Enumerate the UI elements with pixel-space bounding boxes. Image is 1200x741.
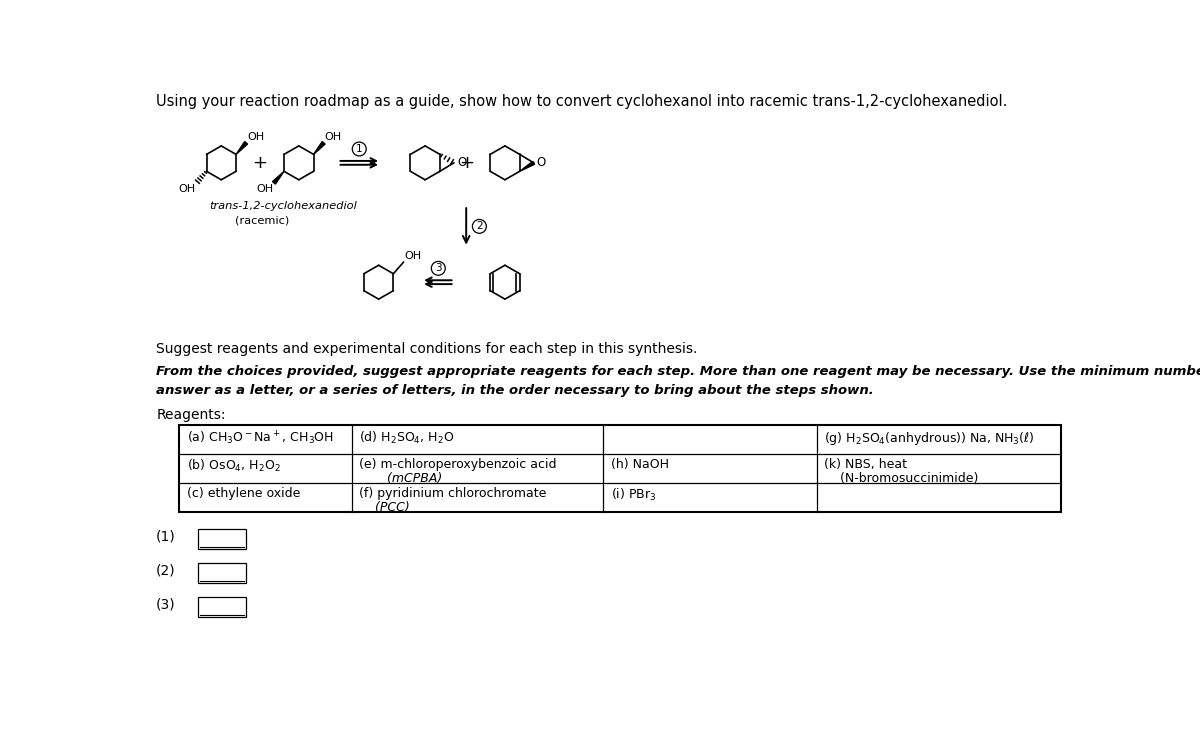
Text: +: + (252, 154, 268, 172)
Polygon shape (272, 171, 284, 184)
Polygon shape (520, 162, 534, 171)
Text: 2: 2 (476, 222, 482, 231)
Text: O: O (536, 156, 546, 170)
Text: (g) H$_2$SO$_4$(anhydrous)) Na, NH$_3$($\ell$): (g) H$_2$SO$_4$(anhydrous)) Na, NH$_3$($… (824, 430, 1034, 447)
Text: Suggest reagents and experimental conditions for each step in this synthesis.: Suggest reagents and experimental condit… (156, 342, 697, 356)
Text: OH: OH (179, 184, 196, 193)
Text: trans-1,2-cyclohexanediol: trans-1,2-cyclohexanediol (210, 202, 358, 211)
Bar (198, 529, 246, 549)
Text: (racemic): (racemic) (235, 215, 289, 225)
Text: 1: 1 (356, 144, 362, 154)
Text: 3: 3 (434, 263, 442, 273)
Text: (b) OsO$_4$, H$_2$O$_2$: (b) OsO$_4$, H$_2$O$_2$ (187, 458, 281, 473)
Text: OH: OH (324, 132, 342, 142)
Text: (d) H$_2$SO$_4$, H$_2$O: (d) H$_2$SO$_4$, H$_2$O (359, 430, 455, 446)
Text: +: + (458, 154, 474, 172)
Text: (i) PBr$_3$: (i) PBr$_3$ (611, 487, 656, 503)
Text: O: O (457, 156, 466, 170)
Text: (3): (3) (156, 597, 176, 611)
Polygon shape (313, 142, 325, 154)
Bar (198, 563, 246, 583)
Text: (N-bromosuccinimide): (N-bromosuccinimide) (824, 471, 979, 485)
Text: (e) m-chloroperoxybenzoic acid: (e) m-chloroperoxybenzoic acid (359, 458, 557, 471)
Bar (180, 425, 1061, 513)
Text: (k) NBS, heat: (k) NBS, heat (824, 458, 907, 471)
Text: (a) CH$_3$O$^-$Na$^+$, CH$_3$OH: (a) CH$_3$O$^-$Na$^+$, CH$_3$OH (187, 430, 334, 448)
Text: answer as a letter, or a series of letters, in the order necessary to bring abou: answer as a letter, or a series of lette… (156, 384, 874, 397)
Text: OH: OH (247, 132, 264, 142)
Text: Reagents:: Reagents: (156, 408, 226, 422)
Text: (1): (1) (156, 529, 176, 543)
Text: From the choices provided, suggest appropriate reagents for each step. More than: From the choices provided, suggest appro… (156, 365, 1200, 379)
Text: Using your reaction roadmap as a guide, show how to convert cyclohexanol into ra: Using your reaction roadmap as a guide, … (156, 93, 1008, 108)
Text: (c) ethylene oxide: (c) ethylene oxide (187, 487, 300, 500)
Text: (f) pyridinium chlorochromate: (f) pyridinium chlorochromate (359, 487, 547, 500)
Text: OH: OH (256, 184, 274, 193)
Polygon shape (236, 142, 247, 154)
Text: OH: OH (404, 251, 421, 262)
Text: (2): (2) (156, 563, 176, 577)
Text: (mCPBA): (mCPBA) (359, 471, 443, 485)
Text: (PCC): (PCC) (359, 501, 410, 514)
Bar (198, 597, 246, 617)
Text: (h) NaOH: (h) NaOH (611, 458, 670, 471)
